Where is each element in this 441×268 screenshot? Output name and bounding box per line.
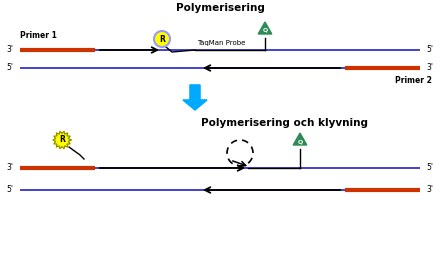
Polygon shape [183, 85, 207, 110]
Text: Primer 2: Primer 2 [395, 76, 432, 85]
Text: 5': 5' [7, 64, 14, 73]
Text: Polymerisering: Polymerisering [176, 3, 265, 13]
Text: 5': 5' [426, 46, 434, 54]
Text: TaqMan Probe: TaqMan Probe [197, 40, 245, 46]
Text: R: R [59, 136, 65, 144]
Circle shape [154, 31, 170, 47]
Polygon shape [53, 131, 71, 149]
Text: Primer 1: Primer 1 [20, 31, 57, 40]
Polygon shape [293, 133, 307, 145]
Text: 5': 5' [7, 185, 14, 195]
Polygon shape [258, 22, 272, 34]
Text: 3': 3' [426, 185, 434, 195]
Text: Q: Q [297, 139, 303, 144]
Text: 3': 3' [7, 46, 14, 54]
Text: 3': 3' [426, 64, 434, 73]
Text: Polymerisering och klyvning: Polymerisering och klyvning [202, 118, 369, 128]
Text: R: R [159, 35, 165, 43]
Text: 3': 3' [7, 163, 14, 173]
Text: 5': 5' [426, 163, 434, 173]
Text: Q: Q [262, 28, 268, 33]
